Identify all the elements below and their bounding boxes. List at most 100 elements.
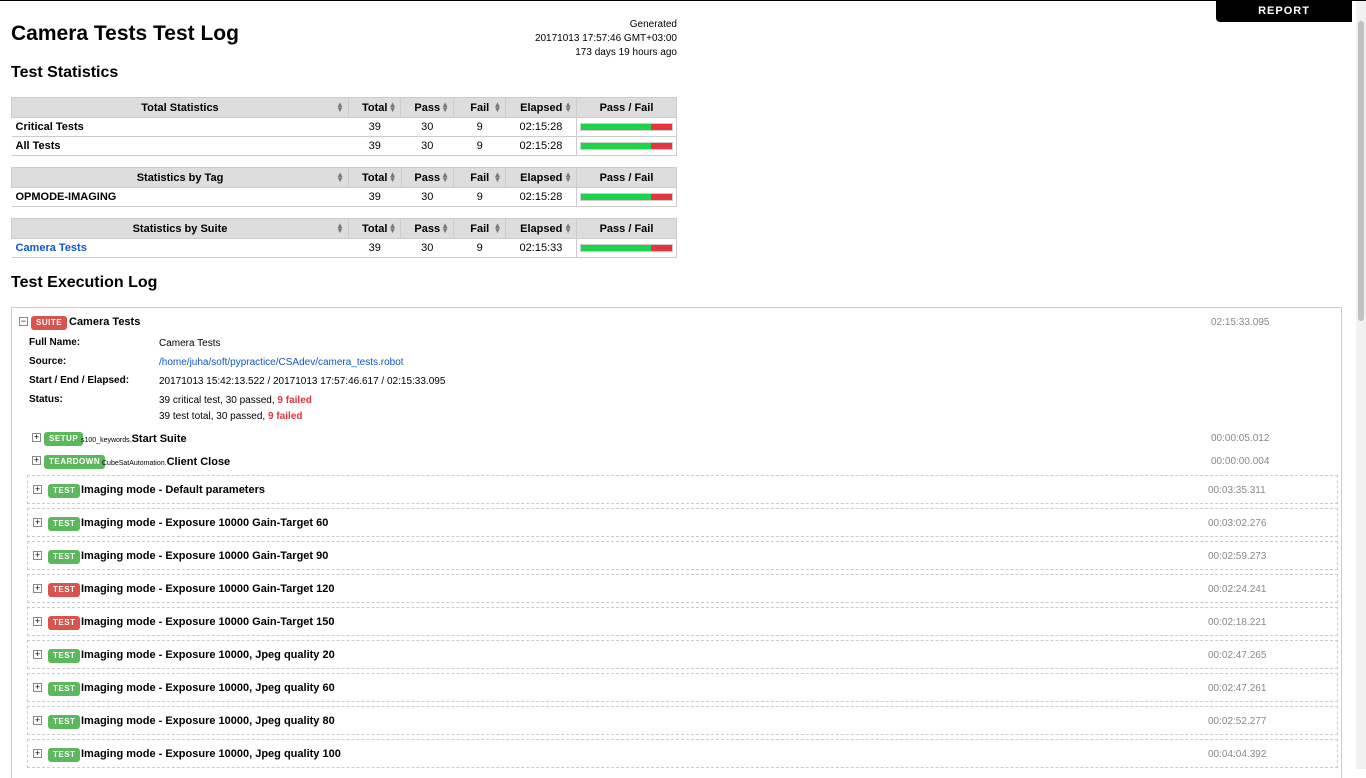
sort-icon: ▲ ▼ <box>388 170 397 184</box>
stat-table-title[interactable]: Statistics by Tag ▲ ▼ <box>11 167 349 188</box>
fail-bar <box>651 194 672 200</box>
stat-table: Statistics by Suite ▲ ▼ Total ▲ ▼ Pass ▲ ▼ Fail ▲ ▼… <box>11 218 677 258</box>
test-row[interactable]: + TEST Imaging mode - Exposure 10000 Gain-… <box>27 541 1338 570</box>
teardown-elapsed: 00:00:00.004 <box>1211 456 1270 467</box>
test-row[interactable]: + TEST Imaging mode - Exposure 10000 Gain-… <box>27 508 1338 537</box>
col-header-fail[interactable]: Fail ▲ ▼ <box>453 97 507 118</box>
col-header-fail[interactable]: Fail ▲ ▼ <box>453 167 507 188</box>
test-row[interactable]: + TEST Imaging mode - Default parameters 00… <box>27 475 1338 504</box>
stat-table-title[interactable]: Statistics by Suite ▲ ▼ <box>11 218 349 239</box>
stat-elapsed: 02:15:33 <box>505 238 577 258</box>
col-header-pass[interactable]: Pass ▲ ▼ <box>400 97 455 118</box>
stat-row-name: All Tests <box>15 140 61 152</box>
col-header-elapsed[interactable]: Elapsed ▲ ▼ <box>505 167 577 188</box>
test-name: Imaging mode - Exposure 10000, Jpeg qual… <box>81 649 335 661</box>
test-label: TEST <box>48 616 81 630</box>
test-name: Imaging mode - Exposure 10000, Jpeg qual… <box>81 682 335 694</box>
setup-expand-toggle[interactable]: + <box>32 432 41 442</box>
col-header-pass[interactable]: Pass ▲ ▼ <box>400 167 455 188</box>
generated-timestamp: 20171013 17:57:46 GMT+03:00 <box>534 33 677 44</box>
stat-fail: 9 <box>453 117 506 137</box>
test-elapsed: 00:03:02.276 <box>1208 518 1267 529</box>
setup-keyword[interactable]: + SETUP s100_keywords.Start Suite <box>32 431 1332 449</box>
sort-icon: ▲ ▼ <box>441 100 450 114</box>
test-expand-toggle[interactable]: + <box>33 484 42 494</box>
col-header-elapsed[interactable]: Elapsed ▲ ▼ <box>505 218 577 239</box>
test-expand-toggle[interactable]: + <box>33 682 42 692</box>
suite-elapsed: 02:15:33.095 <box>1211 317 1270 328</box>
col-header-elapsed[interactable]: Elapsed ▲ ▼ <box>505 97 577 118</box>
col-header-total[interactable]: Total ▲ ▼ <box>347 97 402 118</box>
test-row[interactable]: + TEST Imaging mode - Exposure 10000 Gain-… <box>27 607 1338 636</box>
source-key: Source: <box>29 356 67 367</box>
log-heading: Test Execution Log <box>11 274 158 291</box>
stat-pass: 30 <box>401 187 454 207</box>
test-label: TEST <box>48 715 81 729</box>
test-expand-toggle[interactable]: + <box>33 517 42 527</box>
fail-bar <box>651 245 672 251</box>
report-button[interactable]: REPORT <box>1216 1 1352 22</box>
stat-table: Total Statistics ▲ ▼ Total ▲ ▼ Pass ▲ ▼ Fail ▲ ▼ Ela… <box>11 97 677 156</box>
status-value: 39 critical test, 30 passed, 9 failed 39… <box>159 393 312 425</box>
scrollbar-thumb[interactable] <box>1358 21 1364 321</box>
col-header-fail[interactable]: Fail ▲ ▼ <box>453 218 507 239</box>
setup-library: s100_keywords. <box>81 437 132 444</box>
test-expand-toggle[interactable]: + <box>33 649 42 659</box>
suite-collapse-toggle[interactable]: − <box>19 316 28 326</box>
suite-label: SUITE <box>31 316 68 330</box>
col-header-total[interactable]: Total ▲ ▼ <box>347 167 402 188</box>
test-row[interactable]: + TEST Imaging mode - Exposure 10000, Jpeg… <box>27 673 1338 702</box>
test-label: TEST <box>48 649 81 663</box>
test-label: TEST <box>48 484 81 498</box>
status-key: Status: <box>29 394 63 405</box>
fail-bar <box>651 124 672 130</box>
stat-total: 39 <box>348 136 401 156</box>
statistics-heading: Test Statistics <box>11 64 119 81</box>
scrollbar[interactable] <box>1356 1 1366 769</box>
test-expand-toggle[interactable]: + <box>33 748 42 758</box>
stat-row: OPMODE-IMAGING 39 30 9 02:15:28 <box>11 187 677 207</box>
teardown-keyword[interactable]: + TEARDOWN CubeSatAutomation.Client Clos… <box>32 454 1332 472</box>
stat-table-title[interactable]: Total Statistics ▲ ▼ <box>11 97 349 118</box>
test-expand-toggle[interactable]: + <box>33 616 42 626</box>
sort-icon: ▲ ▼ <box>493 221 502 235</box>
test-row[interactable]: + TEST Imaging mode - Exposure 10000 Gain-… <box>27 574 1338 603</box>
test-expand-toggle[interactable]: + <box>33 550 42 560</box>
status-critical-text: 39 critical test, 30 passed, <box>159 395 278 406</box>
source-link[interactable]: /home/juha/soft/pypractice/CSAdev/camera… <box>159 357 404 368</box>
suite-name[interactable]: Camera Tests <box>69 316 141 328</box>
test-elapsed: 00:02:59.273 <box>1208 551 1267 562</box>
times-key: Start / End / Elapsed: <box>29 375 130 386</box>
test-elapsed: 00:03:35.311 <box>1208 485 1266 496</box>
stat-row-name[interactable]: Camera Tests <box>15 242 87 254</box>
test-expand-toggle[interactable]: + <box>33 715 42 725</box>
test-elapsed: 00:02:52.277 <box>1208 716 1267 727</box>
setup-label: SETUP <box>44 432 84 446</box>
sort-icon: ▲ ▼ <box>441 221 450 235</box>
stat-table: Statistics by Tag ▲ ▼ Total ▲ ▼ Pass ▲ ▼ Fail ▲ ▼ El… <box>11 167 677 207</box>
setup-name: Start Suite <box>131 433 187 445</box>
col-header-pass[interactable]: Pass ▲ ▼ <box>400 218 455 239</box>
full-name-value: Camera Tests <box>159 338 221 349</box>
teardown-library: CubeSatAutomation. <box>102 460 167 467</box>
test-expand-toggle[interactable]: + <box>33 583 42 593</box>
col-header-total[interactable]: Total ▲ ▼ <box>347 218 402 239</box>
test-name: Imaging mode - Exposure 10000, Jpeg qual… <box>81 748 341 760</box>
teardown-expand-toggle[interactable]: + <box>32 455 41 465</box>
teardown-label: TEARDOWN <box>44 455 106 469</box>
stat-row-name: Critical Tests <box>15 121 84 133</box>
test-row[interactable]: + TEST Imaging mode - Exposure 10000, Jpeg… <box>27 739 1338 768</box>
full-name-key: Full Name: <box>29 337 81 348</box>
generated-ago: 173 days 19 hours ago <box>575 47 677 58</box>
test-label: TEST <box>48 682 81 696</box>
stat-fail: 9 <box>453 238 506 258</box>
stat-fail: 9 <box>453 187 506 207</box>
sort-icon: ▲ ▼ <box>441 170 450 184</box>
test-row[interactable]: + TEST Imaging mode - Exposure 10000, Jpeg… <box>27 706 1338 735</box>
test-elapsed: 00:02:24.241 <box>1208 584 1267 595</box>
test-row[interactable]: + TEST Imaging mode - Exposure 10000, Jpeg… <box>27 640 1338 669</box>
stat-row: Camera Tests 39 30 9 02:15:33 <box>11 238 677 258</box>
status-total-text: 39 test total, 30 passed, <box>159 411 268 422</box>
status-total-failed: 9 failed <box>267 411 303 422</box>
sort-icon: ▲ ▼ <box>564 100 572 114</box>
